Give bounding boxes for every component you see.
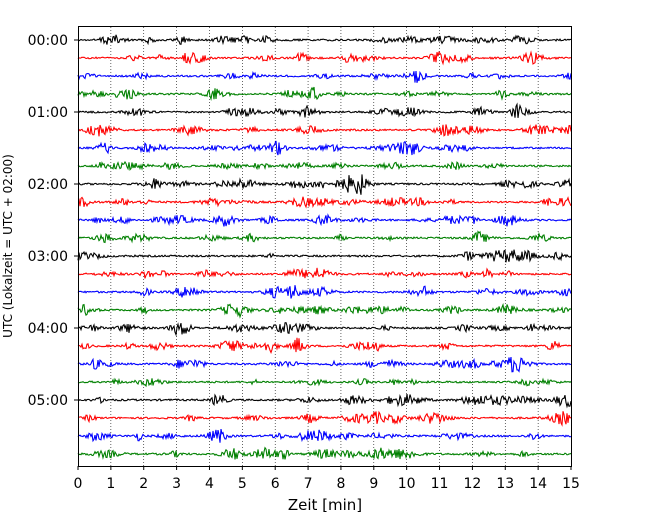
x-tick-label: 7: [304, 476, 313, 492]
y-tick-label: 03:00: [28, 249, 68, 265]
x-tick-label: 1: [106, 476, 115, 492]
trace-line: [77, 249, 572, 263]
trace-line: [77, 50, 572, 66]
trace-line: [77, 410, 572, 427]
trace-line: [77, 213, 572, 227]
y-tick-label: 01:00: [28, 105, 68, 121]
trace-line: [77, 377, 572, 388]
trace-line: [77, 140, 572, 156]
x-tick-label: 0: [74, 476, 83, 492]
x-tick-label: 12: [463, 476, 481, 492]
x-tick-label: 8: [336, 476, 345, 492]
x-tick-label: 10: [398, 476, 416, 492]
x-tick-label: 3: [172, 476, 181, 492]
y-tick-label: 04:00: [28, 321, 68, 337]
trace-line: [77, 356, 572, 373]
plot-frame: [78, 26, 572, 467]
trace-line: [77, 446, 572, 460]
x-tick-label: 5: [238, 476, 247, 492]
trace-line: [77, 174, 572, 195]
trace-line: [77, 196, 572, 209]
y-axis: 00:00 01:00 02:00 03:00 04:00 05:00: [28, 33, 78, 409]
x-tick-label: 11: [431, 476, 449, 492]
x-tick-label: 9: [369, 476, 378, 492]
x-tick-label: 2: [139, 476, 148, 492]
trace-line: [77, 302, 572, 319]
x-axis: 0 1 2 3 4 5 6 7 8 9 10 11 12 13 14 15: [74, 466, 580, 492]
y-tick-label: 05:00: [28, 393, 68, 409]
x-tick-label: 4: [205, 476, 214, 492]
y-axis-label: UTC (Lokalzeit = UTC + 02:00): [1, 154, 15, 338]
trace-line: [77, 102, 572, 118]
trace-line: [77, 160, 572, 171]
trace-line: [77, 393, 572, 409]
trace-line: [77, 321, 572, 337]
trace-layer: [77, 34, 572, 460]
x-tick-label: 15: [562, 476, 580, 492]
x-axis-label: Zeit [min]: [288, 496, 362, 514]
trace-line: [77, 337, 572, 354]
x-tick-label: 14: [529, 476, 547, 492]
x-tick-label: 13: [496, 476, 514, 492]
trace-line: [77, 34, 572, 46]
trace-line: [77, 86, 572, 102]
trace-line: [77, 230, 572, 244]
y-tick-label: 00:00: [28, 33, 68, 49]
trace-line: [77, 267, 572, 279]
grid-layer: [110, 27, 539, 466]
trace-line: [77, 124, 572, 137]
x-tick-label: 6: [271, 476, 280, 492]
trace-line: [77, 285, 572, 299]
trace-line: [77, 70, 572, 83]
y-tick-label: 02:00: [28, 177, 68, 193]
trace-line: [77, 428, 572, 443]
